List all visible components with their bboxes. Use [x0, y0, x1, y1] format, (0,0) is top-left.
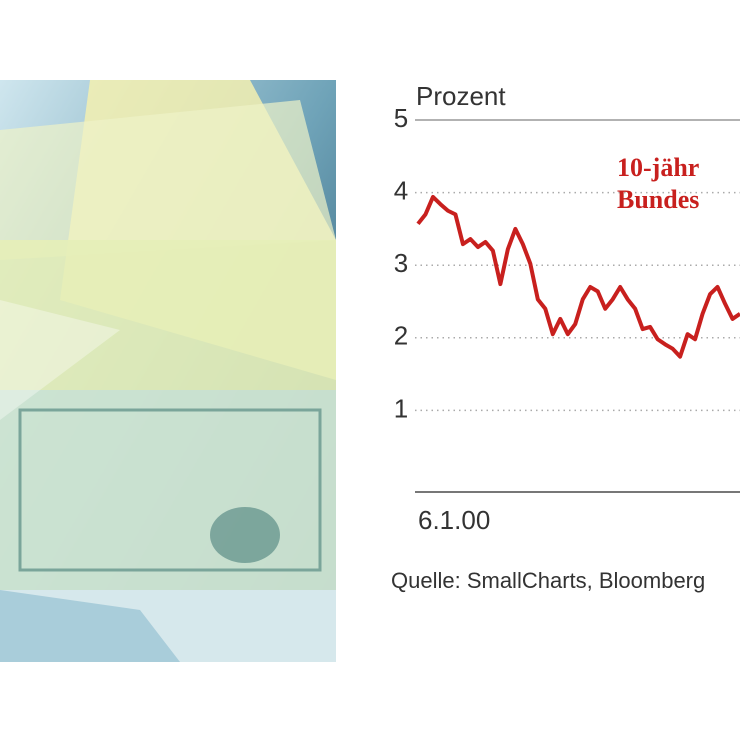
y-tick-label: 5 — [394, 103, 408, 133]
y-tick-label: 3 — [394, 248, 408, 278]
y-axis-label: Prozent — [416, 81, 506, 111]
source: Quelle: SmallCharts, Bloomberg — [391, 568, 705, 593]
y-tick-label: 1 — [394, 393, 408, 423]
data-line — [416, 194, 740, 359]
annotation: 10-jähr — [617, 153, 699, 182]
x-tick-label: 6.1.00 — [418, 505, 490, 535]
illustration — [0, 80, 336, 662]
y-tick-label: 2 — [394, 321, 408, 351]
annotation: Bundes — [617, 185, 699, 214]
y-tick-label: 4 — [394, 175, 408, 205]
